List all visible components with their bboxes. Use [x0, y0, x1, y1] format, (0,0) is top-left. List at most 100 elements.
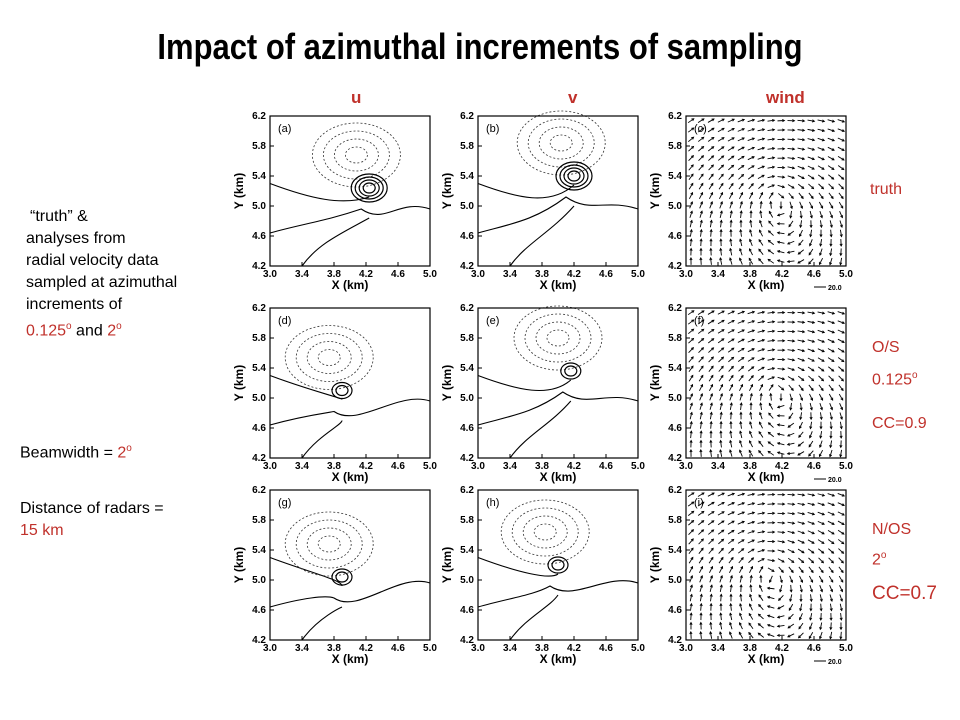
- wind-vector: [737, 521, 745, 525]
- wind-vector-head: [719, 238, 723, 242]
- wind-vector: [758, 239, 764, 246]
- wind-vector: [838, 192, 844, 199]
- wind-vector-head: [709, 238, 713, 242]
- wind-vector: [700, 603, 702, 611]
- x-tick-label: 4.6: [599, 643, 613, 654]
- x-axis-label: X (km): [540, 652, 577, 666]
- wind-vector: [837, 128, 845, 132]
- wind-vector: [809, 613, 813, 621]
- wind-vector: [690, 613, 692, 621]
- wind-vector-head: [782, 147, 786, 151]
- wind-vector: [748, 622, 754, 630]
- wind-vector-head: [839, 608, 843, 612]
- wind-vector: [760, 210, 762, 218]
- wind-vector: [757, 147, 765, 151]
- increment-a: 0.125: [26, 322, 67, 340]
- wind-vector-head: [818, 261, 822, 266]
- dashed-contour: [511, 507, 579, 557]
- wind-vector: [829, 603, 833, 611]
- wind-vector: [770, 393, 772, 401]
- wind-vector-head: [841, 330, 845, 334]
- wind-vector: [749, 201, 753, 209]
- wind-vector-head: [721, 529, 725, 533]
- wind-vector: [699, 220, 703, 228]
- plot-frame: [269, 115, 431, 267]
- wind-vector-head: [770, 384, 774, 388]
- wind-vector-head: [759, 402, 763, 406]
- wind-vector-head: [820, 378, 825, 382]
- wind-vector: [719, 201, 723, 209]
- wind-vector-head: [711, 511, 715, 514]
- wind-vector-head: [690, 538, 694, 542]
- wind-vector: [828, 174, 834, 180]
- wind-vector: [688, 173, 694, 181]
- wind-vector: [837, 529, 845, 535]
- wind-vector-head: [739, 210, 743, 214]
- wind-vector: [818, 384, 824, 391]
- wind-vector-head: [830, 569, 834, 574]
- wind-vector-head: [761, 357, 766, 361]
- wind-vector-head: [799, 608, 803, 612]
- wind-vector-head: [801, 502, 806, 506]
- wind-vector: [739, 603, 743, 611]
- y-axis-label: Y (km): [232, 173, 246, 209]
- wind-vector: [727, 310, 735, 315]
- x-tick-label: 3.8: [327, 269, 341, 280]
- wind-vector-head: [700, 374, 704, 378]
- wind-vector: [779, 584, 783, 592]
- wind-vector: [837, 502, 845, 506]
- wind-vector: [787, 376, 795, 381]
- y-axis-label: Y (km): [440, 173, 454, 209]
- wind-vector: [728, 557, 734, 564]
- wind-vector-head: [802, 128, 806, 132]
- wind-vector-head: [729, 449, 733, 453]
- wind-vector: [747, 156, 755, 161]
- x-tick-label: 4.2: [567, 269, 581, 280]
- wind-vector: [787, 148, 795, 150]
- wind-vector: [819, 585, 823, 592]
- wind-vector: [747, 137, 755, 142]
- wind-vector-head: [776, 414, 780, 418]
- wind-vector: [719, 210, 723, 218]
- wind-vector: [737, 493, 745, 497]
- wind-vector-head: [829, 636, 833, 640]
- wind-vector-head: [730, 383, 734, 388]
- wind-vector-head: [700, 173, 704, 177]
- wind-vector-head: [751, 502, 756, 506]
- wind-vector-head: [820, 579, 824, 583]
- wind-vector-head: [761, 174, 765, 178]
- wind-vector-head: [711, 146, 715, 150]
- wind-vector-head: [830, 215, 833, 219]
- wind-vector-head: [690, 575, 694, 579]
- wind-vector-head: [829, 426, 833, 430]
- wind-vector: [839, 603, 843, 611]
- wind-vector: [817, 511, 825, 516]
- x-tick-label: 3.4: [711, 269, 725, 280]
- wind-vector-head: [720, 365, 724, 369]
- wind-vector: [798, 192, 804, 199]
- wind-vector-head: [741, 155, 745, 159]
- wind-vector-head: [761, 502, 766, 506]
- wind-vector-head: [810, 397, 814, 401]
- wind-vector: [828, 557, 834, 564]
- wind-vector-head: [819, 617, 823, 621]
- panel-label: (b): [486, 123, 499, 135]
- wind-vector-head: [839, 617, 843, 621]
- wind-vector: [767, 349, 775, 352]
- wind-vector: [699, 393, 703, 401]
- wind-vector-head: [830, 560, 834, 564]
- wind-vector: [839, 412, 843, 420]
- wind-vector: [809, 421, 813, 429]
- wind-vector-head: [819, 626, 823, 631]
- wind-vector: [807, 502, 815, 506]
- wind-vector: [807, 311, 815, 314]
- wind-vector-head: [690, 383, 694, 388]
- wind-vector-head: [720, 173, 724, 177]
- wind-vector: [758, 604, 764, 611]
- wind-vector-head: [761, 118, 766, 122]
- wind-vector-head: [781, 195, 785, 199]
- wind-vector-head: [711, 127, 715, 131]
- wind-vector: [729, 384, 733, 392]
- wind-vector-head: [831, 340, 835, 343]
- wind-vector: [808, 248, 814, 256]
